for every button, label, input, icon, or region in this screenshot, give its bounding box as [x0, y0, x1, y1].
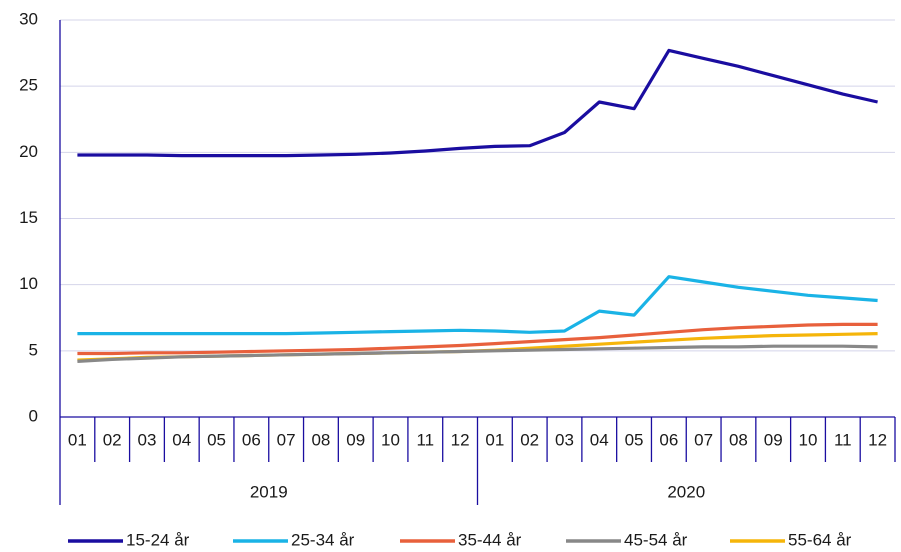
legend-label: 55-64 år: [788, 530, 852, 549]
x-tick-label: 02: [520, 430, 539, 449]
x-tick-label: 11: [834, 430, 852, 449]
legend-label: 15-24 år: [126, 530, 190, 549]
x-tick-label: 03: [138, 430, 157, 449]
x-tick-label: 10: [381, 430, 400, 449]
y-tick-label: 20: [19, 142, 38, 161]
y-tick-label: 15: [19, 208, 38, 227]
x-tick-label: 04: [590, 430, 609, 449]
y-tick-label: 10: [19, 274, 38, 293]
x-tick-label: 03: [555, 430, 574, 449]
x-tick-label: 01: [485, 430, 504, 449]
x-tick-label: 05: [207, 430, 226, 449]
x-tick-label: 07: [277, 430, 296, 449]
x-tick-label: 12: [451, 430, 470, 449]
series-line: [77, 48, 878, 158]
x-tick-label: 05: [625, 430, 644, 449]
x-tick-label: 11: [416, 430, 434, 449]
y-tick-label: 30: [19, 9, 38, 28]
y-tick-label: 5: [29, 340, 38, 359]
x-tick-label: 06: [242, 430, 261, 449]
x-tick-label: 10: [799, 430, 818, 449]
series-line: [77, 344, 878, 363]
x-tick-label: 06: [659, 430, 678, 449]
x-tick-label: 04: [172, 430, 191, 449]
x-tick-label: 08: [729, 430, 748, 449]
x-tick-label: 12: [868, 430, 887, 449]
x-tick-label: 07: [694, 430, 713, 449]
legend-label: 25-34 år: [291, 530, 355, 549]
series-line: [77, 275, 878, 336]
series-line: [77, 322, 878, 356]
x-tick-label: 09: [346, 430, 365, 449]
legend-label: 45-54 år: [624, 530, 688, 549]
y-tick-label: 25: [19, 76, 38, 95]
x-tick-label: 02: [103, 430, 122, 449]
x-group-label: 2020: [667, 482, 705, 501]
x-tick-label: 09: [764, 430, 783, 449]
x-tick-label: 01: [68, 430, 87, 449]
x-tick-label: 08: [311, 430, 330, 449]
x-group-label: 2019: [250, 482, 288, 501]
legend-label: 35-44 år: [458, 530, 522, 549]
y-tick-label: 0: [29, 406, 38, 425]
